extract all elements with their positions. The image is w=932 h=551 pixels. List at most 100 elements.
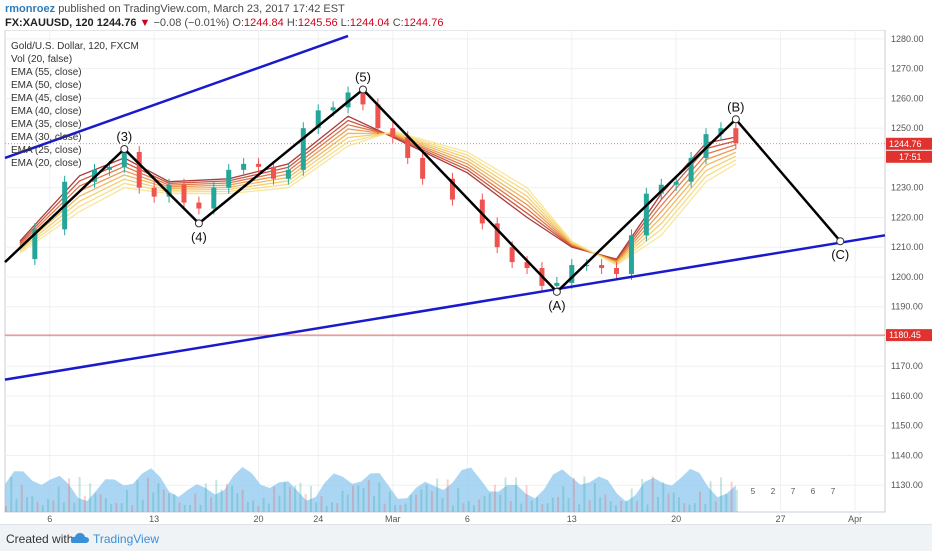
volume-bar bbox=[68, 478, 71, 512]
volume-bar bbox=[457, 488, 460, 512]
volume-bar bbox=[89, 483, 92, 512]
volume-bar bbox=[257, 505, 260, 512]
volume-bar bbox=[557, 497, 560, 512]
y-tick-label: 1190.00 bbox=[891, 302, 923, 312]
volume-bar bbox=[493, 484, 496, 512]
legend-symbol[interactable]: Gold/U.S. Dollar, 120, FXCM bbox=[11, 41, 139, 52]
volume-bar bbox=[541, 504, 544, 512]
volume-bar bbox=[115, 502, 118, 512]
volume-bar bbox=[5, 506, 7, 512]
legend-volume[interactable]: Vol (20, false) bbox=[11, 54, 73, 65]
price-chart[interactable]: (3) (4) (5) (A) (B) (C) 1280.00 1270.00 1260.00… bbox=[0, 30, 932, 524]
ohlc-low-value: 1244.04 bbox=[349, 17, 390, 29]
event-marker: 7 bbox=[791, 487, 796, 496]
volume-bar bbox=[583, 476, 586, 512]
volume-bar bbox=[141, 499, 144, 512]
volume-bar bbox=[725, 493, 728, 512]
ohlc-high-value: 1245.56 bbox=[297, 17, 338, 29]
candle-body bbox=[643, 193, 649, 236]
candle-body bbox=[420, 157, 426, 179]
ohlc-open-value: 1244.84 bbox=[244, 17, 284, 29]
publish-info: rmonroez published on TradingView.com, M… bbox=[5, 3, 345, 15]
legend-ema-45[interactable]: EMA (45, close) bbox=[11, 93, 82, 104]
legend-ema-25[interactable]: EMA (25, close) bbox=[11, 145, 82, 156]
volume-bar bbox=[288, 487, 291, 512]
candle-body bbox=[405, 137, 411, 158]
volume-bar bbox=[52, 500, 55, 512]
x-tick-label: 6 bbox=[465, 514, 470, 524]
y-tick-label: 1250.00 bbox=[891, 123, 924, 133]
event-marker: 2 bbox=[771, 487, 776, 496]
volume-bar bbox=[609, 501, 612, 512]
y-tick-label: 1230.00 bbox=[891, 183, 924, 193]
volume-bar bbox=[225, 483, 228, 512]
volume-bar bbox=[315, 502, 318, 512]
volume-bar bbox=[183, 505, 186, 512]
volume-bar bbox=[299, 482, 302, 512]
legend-ema-35[interactable]: EMA (35, close) bbox=[11, 119, 82, 130]
volume-bar bbox=[210, 497, 213, 512]
volume-bar bbox=[294, 485, 297, 512]
legend-ema-55[interactable]: EMA (55, close) bbox=[11, 67, 82, 78]
volume-bar bbox=[614, 505, 617, 512]
volume-bar bbox=[536, 497, 539, 512]
countdown-box bbox=[886, 150, 932, 163]
volume-bar bbox=[94, 493, 97, 512]
volume-bar bbox=[15, 499, 18, 512]
x-tick-label: 20 bbox=[671, 514, 681, 524]
volume-bar bbox=[83, 495, 86, 512]
volume-bar bbox=[373, 495, 376, 512]
volume-bar bbox=[199, 504, 202, 512]
candle-body bbox=[211, 187, 217, 209]
wave-point bbox=[194, 219, 203, 228]
candle-body bbox=[628, 235, 634, 274]
candle-body bbox=[599, 265, 605, 269]
volume-bar bbox=[641, 478, 644, 512]
volume-bar bbox=[635, 501, 638, 512]
x-tick-label: 13 bbox=[149, 514, 159, 524]
legend-ema-40[interactable]: EMA (40, close) bbox=[11, 106, 82, 117]
candle-body bbox=[688, 157, 694, 182]
symbol-label[interactable]: FX:XAUUSD, 120 bbox=[5, 17, 94, 29]
volume-bar bbox=[320, 496, 323, 512]
volume-bar bbox=[509, 501, 512, 512]
legend-ema-50[interactable]: EMA (50, close) bbox=[11, 80, 82, 91]
candle-body bbox=[136, 151, 142, 188]
ohlc-close-label: C: bbox=[392, 17, 404, 29]
volume-bar bbox=[678, 497, 681, 512]
volume-bar bbox=[262, 497, 265, 512]
legend-ema-30[interactable]: EMA (30, close) bbox=[11, 132, 82, 143]
tradingview-brand-link[interactable]: TradingView bbox=[93, 532, 160, 546]
candle-body bbox=[300, 128, 306, 170]
volume-bar bbox=[336, 503, 339, 512]
volume-bar bbox=[31, 496, 34, 512]
volume-bar bbox=[131, 505, 134, 512]
legend-ema-20[interactable]: EMA (20, close) bbox=[11, 158, 82, 169]
event-marker: 7 bbox=[831, 487, 836, 496]
volume-bar bbox=[714, 501, 717, 512]
chart-header: rmonroez published on TradingView.com, M… bbox=[0, 0, 932, 30]
author-link[interactable]: rmonroez bbox=[5, 3, 56, 15]
volume-bar bbox=[162, 489, 165, 512]
candle-body bbox=[315, 110, 321, 129]
volume-bar bbox=[441, 498, 444, 512]
y-tick-label: 1150.00 bbox=[891, 421, 923, 431]
volume-bar bbox=[104, 498, 107, 512]
volume-bar bbox=[462, 503, 465, 512]
volume-bar bbox=[562, 486, 565, 512]
volume-bar bbox=[593, 483, 596, 512]
volume-bar bbox=[467, 500, 470, 512]
candle-body bbox=[733, 128, 739, 144]
candle-body bbox=[390, 128, 396, 138]
candle-body bbox=[256, 163, 262, 167]
volume-bar bbox=[352, 485, 355, 512]
volume-bar bbox=[20, 484, 23, 512]
volume-area bbox=[5, 467, 736, 512]
published-text: published on TradingView.com, March 23, … bbox=[58, 3, 345, 15]
volume-bar bbox=[630, 488, 633, 512]
volume-bar bbox=[325, 505, 328, 512]
ohlc-high-label: H: bbox=[286, 17, 298, 29]
candle-body bbox=[121, 151, 127, 167]
price-change: −0.08 (−0.01%) bbox=[153, 17, 230, 29]
volume-bar bbox=[47, 499, 50, 512]
